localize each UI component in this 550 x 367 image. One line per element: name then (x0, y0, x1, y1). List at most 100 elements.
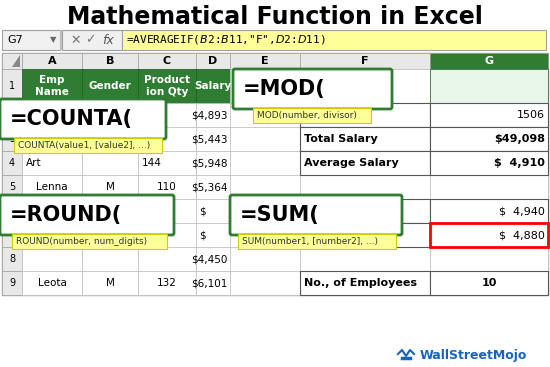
Text: Salary: Salary (194, 81, 232, 91)
Bar (122, 30, 546, 50)
Text: $: $ (199, 206, 206, 216)
Bar (430, 53, 548, 69)
Text: Mathematical Function in Excel: Mathematical Function in Excel (67, 5, 483, 29)
Bar (230, 247, 300, 271)
Bar (82, 271, 138, 295)
Text: 9: 9 (9, 278, 15, 288)
Bar (430, 151, 548, 175)
Text: ✓: ✓ (85, 33, 96, 47)
Bar (138, 127, 196, 151)
Bar (22, 247, 82, 271)
FancyBboxPatch shape (0, 99, 166, 139)
Text: Art: Art (26, 158, 42, 168)
Bar (430, 271, 548, 295)
Bar (2, 199, 22, 223)
Text: Leota: Leota (37, 278, 67, 288)
FancyBboxPatch shape (0, 195, 174, 235)
Bar (138, 151, 196, 175)
Bar (196, 199, 230, 223)
Text: Total Salary: Total Salary (304, 134, 378, 144)
Text: M: M (106, 278, 114, 288)
Polygon shape (12, 55, 20, 67)
Bar (2, 175, 22, 199)
Bar (300, 127, 430, 151)
Bar (138, 103, 196, 127)
Bar (12, 234, 167, 249)
Bar (22, 103, 82, 127)
Bar (82, 223, 138, 247)
Bar (62, 30, 122, 50)
Bar (230, 69, 300, 103)
Bar (230, 199, 300, 223)
Bar (430, 127, 548, 151)
Bar (2, 247, 22, 271)
Bar (430, 151, 548, 175)
Bar (196, 53, 230, 69)
Text: $5,443: $5,443 (191, 134, 228, 144)
Bar (300, 271, 430, 295)
Text: $4,893: $4,893 (191, 110, 228, 120)
Bar (430, 103, 548, 127)
Bar (230, 271, 300, 295)
Text: G7: G7 (7, 35, 23, 45)
Bar (82, 175, 138, 199)
Text: 10: 10 (481, 278, 497, 288)
Text: COUNTA(value1, [value2], ...): COUNTA(value1, [value2], ...) (18, 141, 150, 150)
Bar (22, 69, 82, 103)
Text: F: F (361, 56, 369, 66)
Text: B: B (106, 56, 114, 66)
Bar (82, 103, 138, 127)
Bar (82, 199, 138, 223)
Text: Gender: Gender (89, 81, 131, 91)
Text: WallStreetMojo: WallStreetMojo (420, 349, 527, 363)
Bar (230, 127, 300, 151)
Bar (230, 53, 300, 69)
Text: Lenna: Lenna (36, 182, 68, 192)
Text: 6: 6 (9, 206, 15, 216)
Text: =MOD(: =MOD( (243, 79, 326, 99)
Bar (2, 53, 548, 295)
Bar (300, 103, 430, 127)
Bar (300, 53, 430, 69)
Bar (300, 223, 430, 247)
Bar (196, 223, 230, 247)
Bar (196, 271, 230, 295)
Text: 2: 2 (9, 110, 15, 120)
Bar (82, 53, 138, 69)
Bar (2, 69, 22, 103)
Bar (138, 53, 196, 69)
Bar (138, 69, 196, 103)
Bar (14, 138, 162, 153)
Bar (230, 151, 300, 175)
Text: $5,948: $5,948 (191, 158, 228, 168)
Bar (238, 234, 396, 249)
Text: =COUNTA(: =COUNTA( (10, 109, 133, 129)
Bar (60, 30, 62, 50)
Bar (138, 271, 196, 295)
Text: 1506: 1506 (517, 110, 545, 120)
Bar (196, 69, 230, 103)
Text: $  4,940: $ 4,940 (499, 206, 545, 216)
Bar (22, 199, 82, 223)
Bar (196, 127, 230, 151)
Text: fx: fx (102, 33, 114, 47)
Text: Average Salary: Average Salary (304, 158, 399, 168)
Bar (300, 151, 430, 175)
Bar (22, 223, 82, 247)
Bar (430, 223, 548, 247)
Bar (138, 175, 196, 199)
Text: No., of Employees: No., of Employees (304, 278, 417, 288)
Bar (82, 127, 138, 151)
Bar (430, 223, 548, 247)
Bar (300, 247, 430, 271)
Text: $  4,910: $ 4,910 (494, 158, 545, 168)
Bar (22, 175, 82, 199)
Text: Product
ion Qty: Product ion Qty (144, 75, 190, 97)
Bar (196, 175, 230, 199)
Bar (2, 223, 22, 247)
Text: SUM(number1, [number2], ...): SUM(number1, [number2], ...) (242, 237, 378, 246)
Text: 144: 144 (142, 158, 162, 168)
Text: $6,101: $6,101 (191, 278, 228, 288)
Bar (138, 199, 196, 223)
Bar (230, 103, 300, 127)
